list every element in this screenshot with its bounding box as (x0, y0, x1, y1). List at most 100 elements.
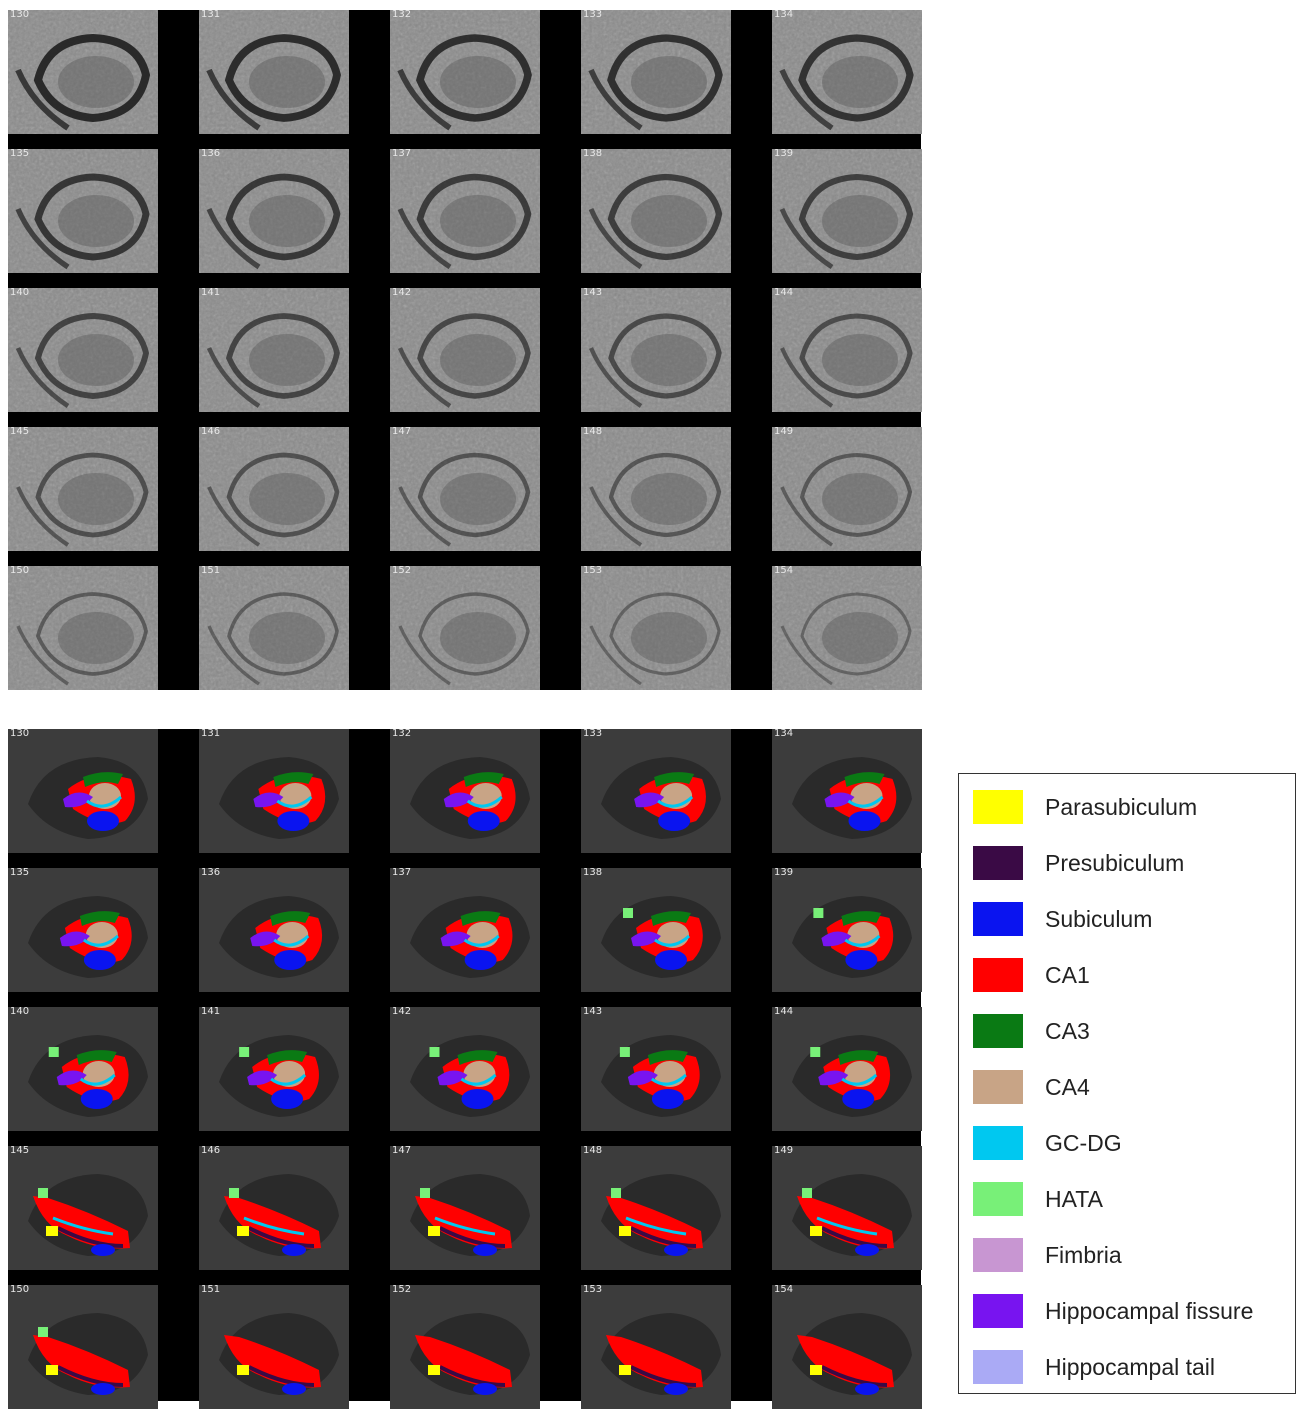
legend-swatch (973, 958, 1023, 992)
mri-slice-image (581, 288, 731, 412)
legend-item-subiculum: Subiculum (973, 902, 1293, 936)
mri-slice-tile: 135 (8, 149, 158, 273)
segmented-slice-tile: 150 (8, 1285, 158, 1409)
mri-slice-image (390, 427, 540, 551)
slice-number-label: 141 (201, 1007, 221, 1017)
slice-number-label: 130 (10, 10, 30, 20)
mri-slice-image (581, 10, 731, 134)
segmented-slice-tile: 136 (199, 868, 349, 992)
legend-swatch (973, 1238, 1023, 1272)
mri-slice-image (8, 10, 158, 134)
segmented-slice-tile: 148 (581, 1146, 731, 1270)
slice-number-label: 143 (583, 1007, 603, 1017)
slice-number-label: 151 (201, 566, 221, 576)
segmented-slice-tile: 135 (8, 868, 158, 992)
legend-swatch (973, 846, 1023, 880)
legend-swatch (973, 1182, 1023, 1216)
mri-slice-image (199, 10, 349, 134)
segmentation-overlay-image (581, 729, 731, 853)
segmentation-overlay-image (772, 1007, 922, 1131)
segmentation-overlay-image (772, 729, 922, 853)
segmentation-overlay-image (772, 1285, 922, 1409)
legend-label: Fimbria (1045, 1242, 1122, 1268)
segmented-slice-tile: 138 (581, 868, 731, 992)
legend-label: CA3 (1045, 1018, 1090, 1044)
slice-number-label: 139 (774, 149, 794, 159)
slice-number-label: 146 (201, 427, 221, 437)
segmentation-overlay-image (772, 1146, 922, 1270)
segmentation-overlay-image (390, 1007, 540, 1131)
mri-slice-tile: 143 (581, 288, 731, 412)
segmentation-overlay-image (8, 729, 158, 853)
mri-slice-tile: 133 (581, 10, 731, 134)
slice-number-label: 130 (10, 729, 30, 739)
legend-swatch (973, 1350, 1023, 1384)
segmentation-overlay-image (581, 1146, 731, 1270)
legend-label: Hippocampal fissure (1045, 1298, 1254, 1324)
segmented-slice-tile: 142 (390, 1007, 540, 1131)
legend-item-hippocampal-fissure: Hippocampal fissure (973, 1294, 1293, 1328)
segmentation-overlay-image (8, 1146, 158, 1270)
mri-slice-grid-raw: 130 131 132 133 134 135 136 137 138 139 140 141 142 1… (8, 10, 922, 690)
mri-slice-tile: 140 (8, 288, 158, 412)
slice-number-label: 144 (774, 1007, 794, 1017)
segmentation-overlay-image (390, 1285, 540, 1409)
segmented-slice-tile: 145 (8, 1146, 158, 1270)
legend-label: CA4 (1045, 1074, 1090, 1100)
segmentation-legend: Parasubiculum Presubiculum Subiculum CA1… (958, 773, 1296, 1394)
segmentation-overlay-image (8, 1007, 158, 1131)
slice-number-label: 153 (583, 566, 603, 576)
slice-number-label: 142 (392, 288, 412, 298)
mri-slice-image (772, 288, 922, 412)
mri-slice-image (390, 566, 540, 690)
slice-number-label: 149 (774, 1146, 794, 1156)
slice-number-label: 144 (774, 288, 794, 298)
mri-slice-tile: 139 (772, 149, 922, 273)
segmentation-overlay-image (581, 868, 731, 992)
mri-slice-image (390, 10, 540, 134)
slice-number-label: 131 (201, 729, 221, 739)
mri-slice-tile: 130 (8, 10, 158, 134)
segmented-slice-tile: 144 (772, 1007, 922, 1131)
mri-slice-tile: 145 (8, 427, 158, 551)
slice-number-label: 137 (392, 868, 412, 878)
mri-slice-image (772, 10, 922, 134)
slice-number-label: 140 (10, 288, 30, 298)
legend-swatch (973, 1070, 1023, 1104)
legend-label: Presubiculum (1045, 850, 1185, 876)
slice-number-label: 132 (392, 10, 412, 20)
slice-number-label: 132 (392, 729, 412, 739)
segmentation-overlay-image (199, 1007, 349, 1131)
slice-number-label: 140 (10, 1007, 30, 1017)
segmented-slice-tile: 153 (581, 1285, 731, 1409)
segmented-slice-tile: 154 (772, 1285, 922, 1409)
slice-number-label: 138 (583, 868, 603, 878)
legend-item-ca3: CA3 (973, 1014, 1293, 1048)
segmentation-overlay-image (772, 868, 922, 992)
mri-slice-tile: 152 (390, 566, 540, 690)
segmentation-overlay-image (581, 1285, 731, 1409)
slice-number-label: 141 (201, 288, 221, 298)
slice-number-label: 142 (392, 1007, 412, 1017)
mri-slice-image (581, 149, 731, 273)
legend-item-ca4: CA4 (973, 1070, 1293, 1104)
mri-slice-tile: 144 (772, 288, 922, 412)
slice-number-label: 136 (201, 149, 221, 159)
mri-slice-image (199, 566, 349, 690)
legend-item-presubiculum: Presubiculum (973, 846, 1293, 880)
segmented-slice-tile: 130 (8, 729, 158, 853)
segmented-slice-tile: 151 (199, 1285, 349, 1409)
mri-slice-image (390, 288, 540, 412)
segmented-slice-tile: 146 (199, 1146, 349, 1270)
mri-slice-image (772, 566, 922, 690)
segmented-slice-tile: 143 (581, 1007, 731, 1131)
segmentation-overlay-image (581, 1007, 731, 1131)
mri-slice-image (581, 427, 731, 551)
slice-number-label: 148 (583, 427, 603, 437)
slice-number-label: 135 (10, 868, 30, 878)
mri-slice-tile: 147 (390, 427, 540, 551)
slice-number-label: 136 (201, 868, 221, 878)
segmented-slice-tile: 141 (199, 1007, 349, 1131)
slice-number-label: 150 (10, 1285, 30, 1295)
segmented-slice-tile: 134 (772, 729, 922, 853)
